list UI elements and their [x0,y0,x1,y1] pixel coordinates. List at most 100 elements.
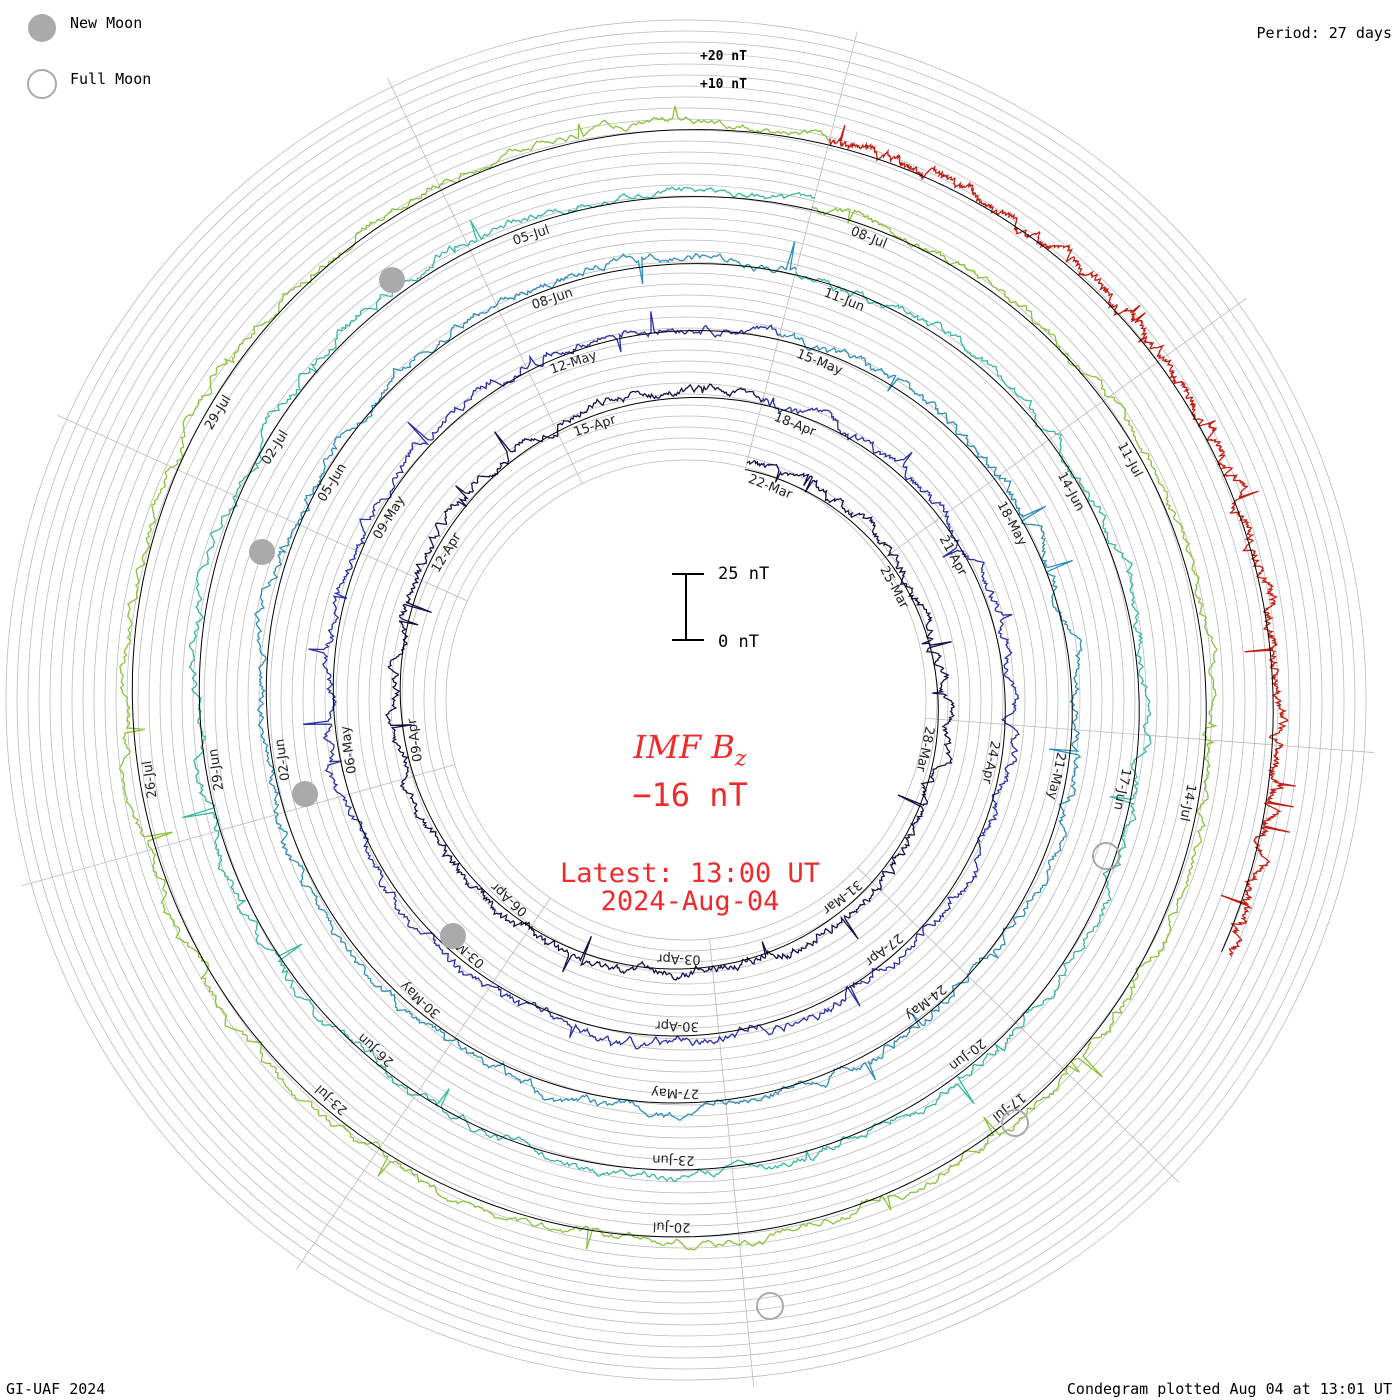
date-tick-label: 14-Jul [1176,783,1198,823]
zero-line [265,263,1073,1104]
new-moon-marker [440,923,466,949]
moon-markers [249,267,1120,1320]
series-trace [303,311,1020,1050]
grid-ring [423,437,949,963]
parameter-title-sub: z [734,746,747,772]
zero-line [399,397,939,970]
date-spoke [880,297,1248,561]
grid-ring [258,272,1114,1128]
date-spoke [296,897,551,1270]
scale-bar [672,573,704,641]
grid-ring [247,261,1125,1139]
series-trace [384,383,955,981]
grid-ring [313,327,1059,1073]
zero-line [332,329,1006,1037]
full-moon-label: Full Moon [70,70,152,88]
grid-ring [324,338,1048,1062]
grid-ring [170,184,1202,1216]
zero-line [828,144,1274,952]
series-trace [829,124,1296,957]
grid-ring [16,30,1356,1370]
grid-ring [27,41,1345,1359]
grid-ring [71,85,1301,1315]
new-moon-icon [28,14,56,42]
zero-lines [131,129,1274,1238]
date-tick-label: 26-Jul [140,760,160,799]
date-tick-label: 02-Jul [259,428,292,468]
grid-ring [49,63,1323,1337]
grid-ring [412,426,960,974]
full-moon-marker [756,1292,784,1320]
grid-ring [38,52,1334,1348]
latest-date: 2024-Aug-04 [600,886,780,917]
plotted-label: Condegram plotted Aug 04 at 13:01 UT [1066,1380,1392,1398]
date-tick-label: 27-May [651,1084,700,1100]
date-tick-label: 08-Jun [530,285,575,313]
date-tick-label: 28-Mar [913,725,937,773]
grid-ring [390,404,982,996]
date-tick-label: 29-Jun [206,748,227,792]
latest-value: −16 nT [632,776,748,814]
grid-ring [236,250,1136,1150]
grid-ring [379,393,993,1007]
date-spoke [745,31,858,468]
grid-ring [60,74,1312,1326]
date-spoke [709,938,755,1387]
date-spokes [21,31,1375,1387]
grid-ring [291,305,1081,1095]
date-tick-label: 11-Jun [822,286,867,316]
new-moon-marker [379,267,405,293]
date-tick-label: 03-Apr [656,950,700,966]
grid-ring [137,151,1235,1249]
grid-ring [214,228,1158,1172]
date-tick-label: 30-Apr [655,1017,699,1033]
scale-bottom-label: 0 nT [718,632,759,652]
grid-ring [401,415,971,985]
grid-ring [159,173,1213,1227]
grid-ring [335,349,1037,1051]
date-tick-label: 24-Apr [979,740,1003,786]
date-tick-label: 06-May [338,725,360,775]
latest-time: Latest: 13:00 UT [559,858,821,889]
ring-value-label: +10 nT [700,77,747,92]
ring-labels: +20 nT +10 nT [700,49,747,92]
zero-line [131,129,1207,1238]
series-trace [119,105,1218,1251]
full-moon-icon [27,69,57,99]
ring-value-label: +20 nT [700,49,747,64]
date-tick-label: 11-Jul [1114,440,1145,480]
new-moon-marker [292,781,318,807]
parameter-title: IMF Bz [500,728,880,771]
full-moon-marker [1092,842,1120,870]
grid-ring [225,239,1147,1161]
date-tick-label: 02-Jun [272,738,293,782]
grid-ring [192,206,1180,1194]
grid-ring [203,217,1169,1183]
grid-ring [302,316,1070,1084]
credit-label: GI-UAF 2024 [6,1380,106,1398]
grid-ring [5,19,1367,1381]
grid-ring [434,448,938,952]
parameter-title-main: IMF B [633,728,735,766]
date-tick-label: 20-Jul [653,1218,691,1234]
period-label: Period: 27 days [1256,24,1392,42]
grid-ring [104,118,1268,1282]
full-moon-marker [1001,1109,1029,1137]
date-tick-label: 08-Jul [848,224,889,252]
grid-ring [357,371,1015,1029]
zero-line [198,196,1140,1171]
series-trace [182,186,1152,1183]
date-tick-label: 05-Jul [511,223,551,249]
data-traces [119,105,1296,1251]
grid-ring [93,107,1279,1293]
date-tick-label: 09-Apr [405,717,426,763]
new-moon-marker [249,539,275,565]
grid-ring [181,195,1191,1205]
new-moon-label: New Moon [70,14,143,32]
grid-ring [445,459,927,941]
series-trace [254,241,1083,1121]
date-tick-label: 21-May [1044,751,1068,801]
date-spoke [925,717,1375,753]
date-tick-label: 23-Jun [652,1151,695,1167]
